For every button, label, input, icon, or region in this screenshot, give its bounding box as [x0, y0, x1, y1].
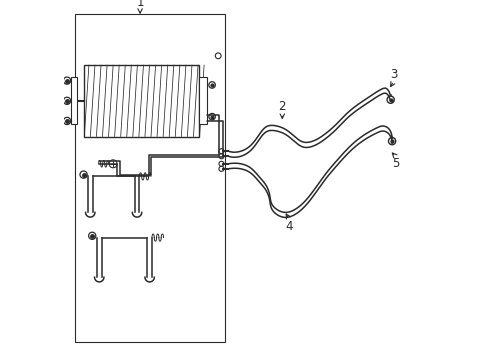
Bar — [75, 14, 224, 342]
Text: 3: 3 — [389, 68, 397, 81]
Text: 1: 1 — [136, 0, 143, 9]
Bar — [70, 77, 77, 124]
Bar — [84, 65, 199, 137]
Text: 5: 5 — [391, 157, 399, 170]
Text: 2: 2 — [278, 100, 285, 113]
Text: 4: 4 — [285, 220, 293, 233]
Bar — [199, 77, 207, 124]
